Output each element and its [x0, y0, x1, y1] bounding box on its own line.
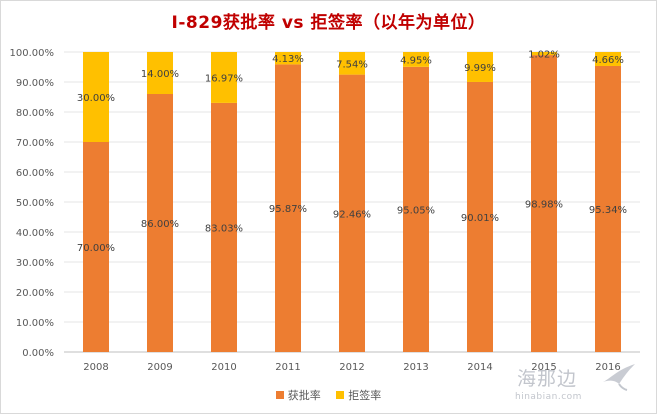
x-tick-label: 2009 — [147, 362, 172, 373]
legend-item-approval: 获批率 — [275, 387, 321, 403]
y-tick-label: 100.00% — [10, 48, 55, 59]
bar-denial — [275, 52, 301, 65]
legend-swatch-denial — [336, 391, 345, 399]
watermark-subtext: hinabian.com — [515, 392, 582, 402]
legend-swatch-approval — [275, 391, 284, 399]
bar-approval — [83, 142, 109, 352]
bar-denial — [467, 52, 493, 82]
y-tick-label: 90.00% — [16, 78, 54, 89]
y-tick-label: 10.00% — [16, 318, 54, 329]
data-label-denial: 16.97% — [205, 73, 243, 84]
y-tick-label: 20.00% — [16, 288, 54, 299]
x-tick-label: 2013 — [403, 362, 428, 373]
x-tick-label: 2016 — [595, 362, 620, 373]
bar-denial — [595, 52, 621, 66]
x-tick-label: 2015 — [531, 362, 556, 373]
y-tick-label: 80.00% — [16, 108, 54, 119]
bar-approval — [467, 81, 493, 352]
chart-title: I-829获批率 vs 拒签率（以年为单位） — [171, 13, 486, 33]
bar-denial — [83, 52, 109, 142]
y-tick-label: 60.00% — [16, 168, 54, 179]
data-label-denial: 4.13% — [272, 54, 304, 65]
data-label-denial: 30.00% — [77, 93, 115, 104]
x-tick-label: 2014 — [467, 362, 492, 373]
bar-denial — [339, 52, 365, 75]
x-tick-label: 2011 — [275, 362, 300, 373]
data-label-approval: 90.01% — [461, 213, 499, 224]
y-tick-label: 70.00% — [16, 138, 54, 149]
chart-legend: 获批率 拒签率 — [0, 387, 657, 403]
data-label-approval: 98.98% — [525, 200, 563, 211]
x-tick-label: 2008 — [83, 362, 108, 373]
data-label-approval: 95.05% — [397, 205, 435, 216]
bar-denial — [211, 52, 237, 103]
legend-label-denial: 拒签率 — [348, 389, 382, 402]
data-label-denial: 4.95% — [400, 55, 432, 66]
watermark: 海那边 hinabian.com — [509, 362, 639, 406]
data-label-approval: 70.00% — [77, 243, 115, 254]
x-tick-label: 2012 — [339, 362, 364, 373]
bar-approval — [275, 64, 301, 352]
y-tick-label: 50.00% — [16, 198, 54, 209]
y-tick-label: 0.00% — [22, 348, 54, 359]
data-label-denial: 14.00% — [141, 69, 179, 80]
bar-approval — [531, 55, 557, 353]
bar-approval — [211, 102, 237, 352]
bar-denial — [403, 52, 429, 67]
y-tick-label: 30.00% — [16, 258, 54, 269]
data-label-denial: 9.99% — [464, 63, 496, 74]
bar-approval — [147, 94, 173, 352]
data-label-approval: 92.46% — [333, 209, 371, 220]
data-label-approval: 86.00% — [141, 219, 179, 230]
bar-approval — [595, 65, 621, 352]
x-tick-label: 2010 — [211, 362, 236, 373]
data-label-denial: 4.66% — [592, 55, 624, 66]
bar-denial — [531, 52, 557, 56]
data-label-denial: 1.02% — [528, 50, 560, 61]
bar-approval — [339, 74, 365, 353]
data-label-approval: 95.34% — [589, 205, 627, 216]
y-tick-label: 40.00% — [16, 228, 54, 239]
legend-item-denial: 拒签率 — [336, 387, 381, 403]
bar-denial — [147, 52, 173, 94]
data-label-denial: 7.54% — [336, 59, 368, 70]
legend-label-approval: 获批率 — [287, 389, 321, 402]
watermark-text: 海那边 — [517, 368, 578, 390]
data-label-approval: 83.03% — [205, 223, 243, 234]
bar-approval — [403, 66, 429, 352]
bird-logo-icon — [603, 364, 635, 391]
data-label-approval: 95.87% — [269, 204, 307, 215]
